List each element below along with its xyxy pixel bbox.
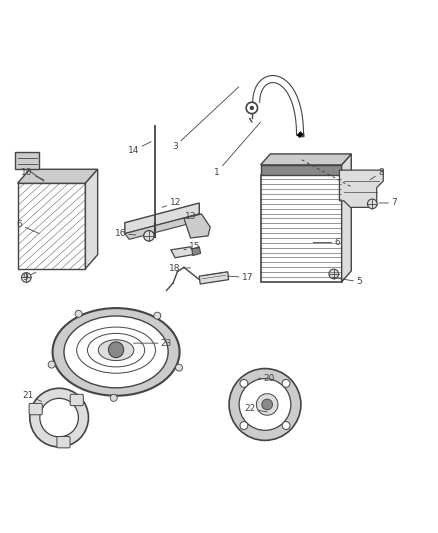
Text: 18: 18 (170, 264, 191, 273)
Circle shape (240, 422, 248, 430)
FancyBboxPatch shape (29, 403, 42, 415)
Circle shape (329, 269, 339, 279)
Polygon shape (184, 214, 210, 238)
Text: 22: 22 (244, 405, 267, 414)
Text: 7: 7 (379, 198, 397, 207)
Polygon shape (125, 203, 199, 233)
Circle shape (110, 394, 117, 401)
Text: 23: 23 (134, 338, 172, 348)
Circle shape (282, 379, 290, 387)
Bar (261, 165, 342, 174)
Polygon shape (171, 247, 195, 258)
Circle shape (40, 398, 78, 437)
Circle shape (144, 231, 154, 241)
Ellipse shape (88, 334, 145, 367)
Bar (15, 152, 39, 169)
Ellipse shape (77, 327, 155, 373)
Polygon shape (339, 170, 383, 207)
Polygon shape (18, 183, 85, 269)
Circle shape (21, 273, 31, 282)
Circle shape (30, 388, 88, 447)
Text: 17: 17 (228, 273, 253, 282)
Text: 1: 1 (214, 122, 261, 177)
Polygon shape (261, 154, 351, 165)
Polygon shape (18, 169, 98, 183)
Circle shape (246, 102, 258, 114)
Circle shape (282, 422, 290, 430)
Text: 3: 3 (172, 87, 239, 150)
Ellipse shape (64, 316, 168, 388)
Polygon shape (342, 154, 351, 282)
Text: 9: 9 (22, 272, 36, 282)
Text: 5: 5 (333, 277, 362, 286)
FancyBboxPatch shape (57, 437, 70, 448)
Circle shape (256, 394, 278, 415)
Text: 14: 14 (128, 142, 151, 155)
Ellipse shape (53, 308, 180, 395)
Circle shape (229, 368, 301, 440)
Circle shape (250, 106, 254, 110)
Circle shape (367, 199, 377, 209)
Circle shape (154, 312, 161, 319)
Circle shape (240, 379, 248, 387)
Circle shape (262, 399, 272, 410)
Text: 21: 21 (23, 391, 42, 401)
Bar (261, 174, 342, 282)
Ellipse shape (98, 340, 134, 361)
Text: 15: 15 (184, 243, 201, 251)
Text: 6: 6 (313, 238, 340, 247)
Text: 10: 10 (21, 168, 44, 180)
Polygon shape (85, 169, 98, 269)
Circle shape (48, 361, 55, 368)
Circle shape (75, 310, 82, 317)
FancyBboxPatch shape (70, 394, 83, 406)
Text: 20: 20 (258, 374, 275, 383)
Polygon shape (192, 247, 201, 255)
Text: 13: 13 (182, 212, 196, 221)
Circle shape (176, 364, 183, 371)
Text: 16: 16 (115, 229, 136, 238)
Text: 8: 8 (370, 168, 384, 180)
Circle shape (239, 378, 291, 430)
Ellipse shape (109, 342, 124, 358)
Polygon shape (125, 214, 201, 239)
Text: 6: 6 (17, 220, 39, 233)
Polygon shape (199, 272, 229, 284)
Text: 12: 12 (162, 198, 181, 207)
